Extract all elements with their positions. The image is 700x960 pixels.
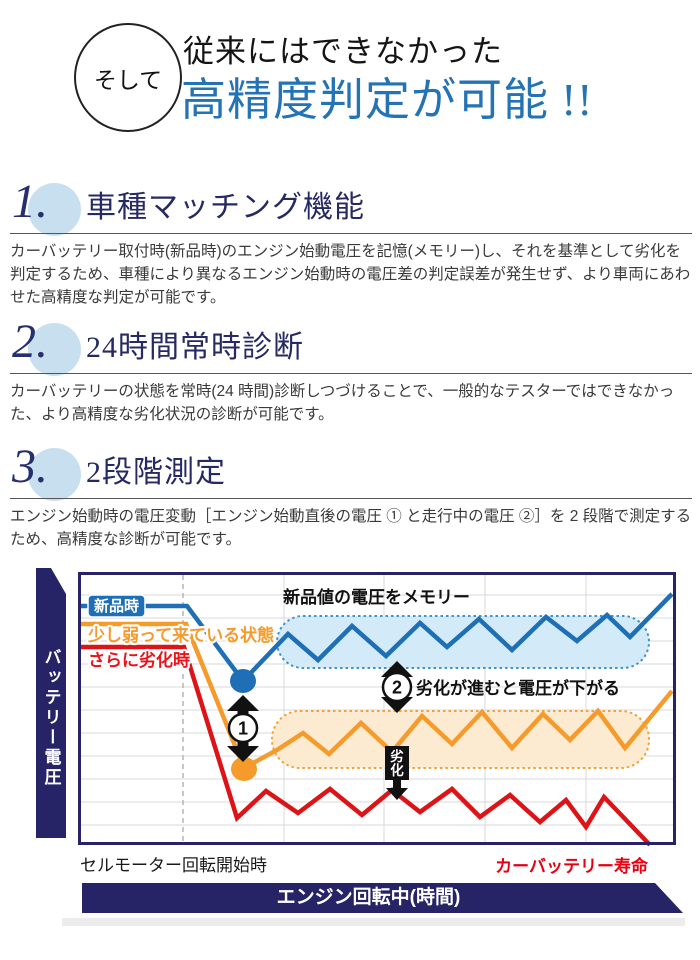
series-少し弱って来ている状態 (81, 621, 674, 772)
number-badge (381, 671, 413, 703)
y-axis-label: バッテリー電圧 (41, 648, 61, 788)
y-axis-ribbon: バッテリー電圧 (36, 568, 66, 838)
legend-label: 少し弱って来ている状態 (87, 625, 274, 645)
number-blob-icon (28, 448, 81, 501)
number-blob-icon (28, 183, 81, 236)
battery-life-label: カーバッテリー寿命 (495, 857, 648, 876)
section-heading: 車種マッチング機能 (86, 191, 365, 224)
legend-label: 新品時 (94, 597, 139, 615)
section-body: カーバッテリー取付時(新品時)のエンジン始動電圧を記憶(メモリー)し、それを基準… (10, 243, 691, 306)
section-number: 3. (12, 440, 48, 493)
legend-box (87, 594, 146, 618)
heading-rule (10, 233, 692, 234)
series-さらに劣化時 (81, 644, 652, 847)
measurement-dot (230, 669, 256, 693)
new-voltage-region (276, 615, 650, 669)
section-body: カーバッテリーの状態を常時(24 時間)診断しつづけることで、一般的なテスターで… (10, 383, 675, 423)
chart-frame (78, 572, 676, 845)
bottom-strip (62, 918, 685, 926)
number-blob-icon (28, 323, 81, 376)
x-axis-start-label: セルモーター回転開始時 (80, 856, 267, 875)
number-badge (227, 712, 259, 744)
legend-label: さらに劣化時 (88, 650, 190, 670)
hero-subtitle: 従来にはできなかった (183, 34, 503, 69)
chart-annotation: 新品値の電圧をメモリー (283, 587, 470, 607)
number-badge-label: 1 (238, 719, 248, 739)
down-arrow-icon (386, 780, 408, 800)
section-heading: 24時間常時診断 (86, 331, 304, 364)
section-body: エンジン始動時の電圧変動［エンジン始動直後の電圧 ① と走行中の電圧 ②］を 2… (10, 508, 692, 548)
heading-rule (10, 373, 692, 374)
deterioration-box (385, 746, 409, 780)
section-heading: 2段階測定 (86, 456, 226, 489)
deterioration-label: 劣化 (390, 748, 404, 778)
heading-rule (10, 498, 692, 499)
series-新品時 (81, 592, 674, 685)
hero-title: 高精度判定が可能 !! (181, 75, 594, 125)
section-number: 2. (12, 315, 48, 368)
section-number: 1. (12, 175, 48, 228)
number-badge-label: 2 (392, 678, 402, 698)
soshite-label: そして (93, 67, 163, 93)
soshite-circle: そして (74, 23, 182, 132)
measurement-dot (231, 757, 257, 781)
chart-annotation: 劣化が進むと電圧が下がる (416, 678, 620, 698)
x-axis-banner: エンジン回転中(時間) (82, 883, 683, 913)
